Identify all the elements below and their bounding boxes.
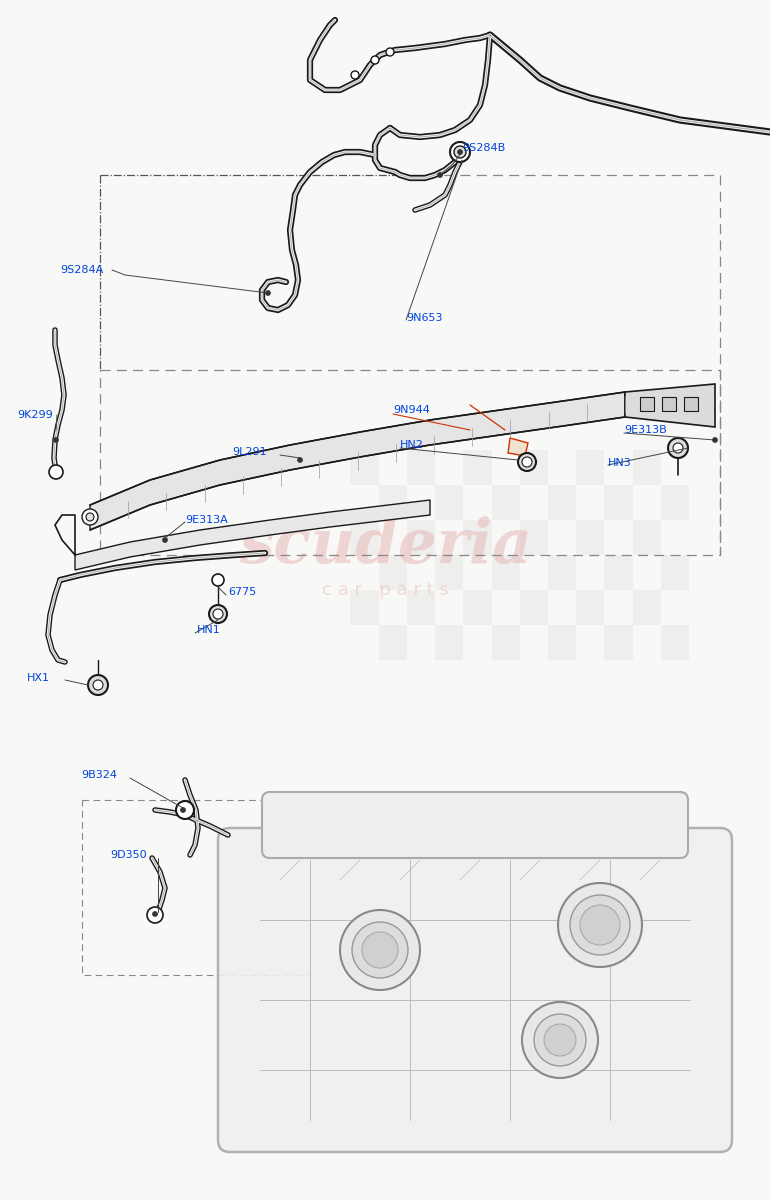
- Circle shape: [457, 150, 463, 155]
- Circle shape: [213, 608, 223, 619]
- Bar: [548, 625, 576, 660]
- Bar: [379, 625, 407, 660]
- Text: 9E313B: 9E313B: [624, 425, 667, 434]
- Text: 9B324: 9B324: [81, 770, 117, 780]
- Bar: [435, 625, 464, 660]
- Circle shape: [580, 905, 620, 946]
- Text: 9N944: 9N944: [393, 404, 430, 415]
- Circle shape: [558, 883, 642, 967]
- Text: 9S284B: 9S284B: [462, 143, 505, 152]
- Circle shape: [522, 1002, 598, 1078]
- Text: 9L291: 9L291: [232, 446, 266, 457]
- Circle shape: [454, 146, 466, 158]
- Circle shape: [570, 895, 630, 955]
- Bar: [464, 590, 491, 625]
- Bar: [350, 590, 379, 625]
- Bar: [633, 590, 661, 625]
- Circle shape: [518, 452, 536, 470]
- Polygon shape: [625, 384, 715, 427]
- Text: 6775: 6775: [228, 587, 256, 596]
- Circle shape: [152, 912, 158, 917]
- Circle shape: [88, 674, 108, 695]
- Circle shape: [352, 922, 408, 978]
- Circle shape: [673, 443, 683, 452]
- Text: c a r   p a r t s: c a r p a r t s: [322, 581, 448, 599]
- Bar: [435, 554, 464, 590]
- Circle shape: [176, 802, 194, 818]
- Circle shape: [82, 509, 98, 526]
- Polygon shape: [508, 438, 528, 456]
- Circle shape: [340, 910, 420, 990]
- FancyBboxPatch shape: [262, 792, 688, 858]
- Bar: [350, 520, 379, 554]
- Bar: [491, 625, 520, 660]
- Bar: [520, 520, 548, 554]
- Circle shape: [93, 680, 103, 690]
- FancyBboxPatch shape: [218, 828, 732, 1152]
- Circle shape: [450, 142, 470, 162]
- Bar: [684, 397, 698, 410]
- Circle shape: [86, 514, 94, 521]
- Bar: [576, 590, 604, 625]
- Bar: [548, 485, 576, 520]
- Bar: [548, 554, 576, 590]
- Text: 9K299: 9K299: [17, 410, 53, 420]
- Circle shape: [522, 457, 532, 467]
- Bar: [633, 520, 661, 554]
- Circle shape: [544, 1024, 576, 1056]
- Polygon shape: [75, 500, 430, 570]
- Bar: [379, 485, 407, 520]
- Circle shape: [162, 538, 168, 542]
- Text: 9N653: 9N653: [406, 313, 443, 323]
- Bar: [576, 520, 604, 554]
- Bar: [633, 450, 661, 485]
- Polygon shape: [90, 392, 625, 530]
- Circle shape: [351, 71, 359, 79]
- Circle shape: [266, 290, 270, 295]
- Bar: [520, 450, 548, 485]
- Bar: [604, 485, 633, 520]
- Circle shape: [386, 48, 394, 56]
- Circle shape: [437, 173, 443, 178]
- Bar: [640, 397, 654, 410]
- Bar: [576, 450, 604, 485]
- Circle shape: [362, 932, 398, 968]
- Text: scuderia: scuderia: [239, 516, 531, 576]
- Text: HN2: HN2: [400, 440, 424, 450]
- Circle shape: [53, 438, 59, 443]
- Circle shape: [668, 438, 688, 458]
- Bar: [379, 554, 407, 590]
- Bar: [435, 485, 464, 520]
- Circle shape: [180, 808, 186, 812]
- Bar: [661, 554, 689, 590]
- Circle shape: [371, 56, 379, 64]
- Text: HX1: HX1: [27, 673, 50, 683]
- Circle shape: [212, 574, 224, 586]
- Bar: [350, 450, 379, 485]
- Bar: [604, 625, 633, 660]
- Bar: [520, 590, 548, 625]
- Bar: [604, 554, 633, 590]
- Text: 9S284A: 9S284A: [60, 265, 103, 275]
- Bar: [464, 450, 491, 485]
- Bar: [661, 485, 689, 520]
- Bar: [407, 450, 435, 485]
- Bar: [464, 520, 491, 554]
- Text: HN3: HN3: [608, 458, 631, 468]
- Text: 9E313A: 9E313A: [185, 515, 228, 526]
- Circle shape: [147, 907, 163, 923]
- Circle shape: [49, 464, 63, 479]
- Circle shape: [297, 457, 303, 462]
- Bar: [491, 485, 520, 520]
- Circle shape: [712, 438, 718, 443]
- Text: 9D350: 9D350: [110, 850, 146, 860]
- Circle shape: [209, 605, 227, 623]
- Text: HN1: HN1: [197, 625, 221, 635]
- Bar: [661, 625, 689, 660]
- Bar: [662, 397, 676, 410]
- Bar: [491, 554, 520, 590]
- Circle shape: [534, 1014, 586, 1066]
- Bar: [407, 520, 435, 554]
- Bar: [407, 590, 435, 625]
